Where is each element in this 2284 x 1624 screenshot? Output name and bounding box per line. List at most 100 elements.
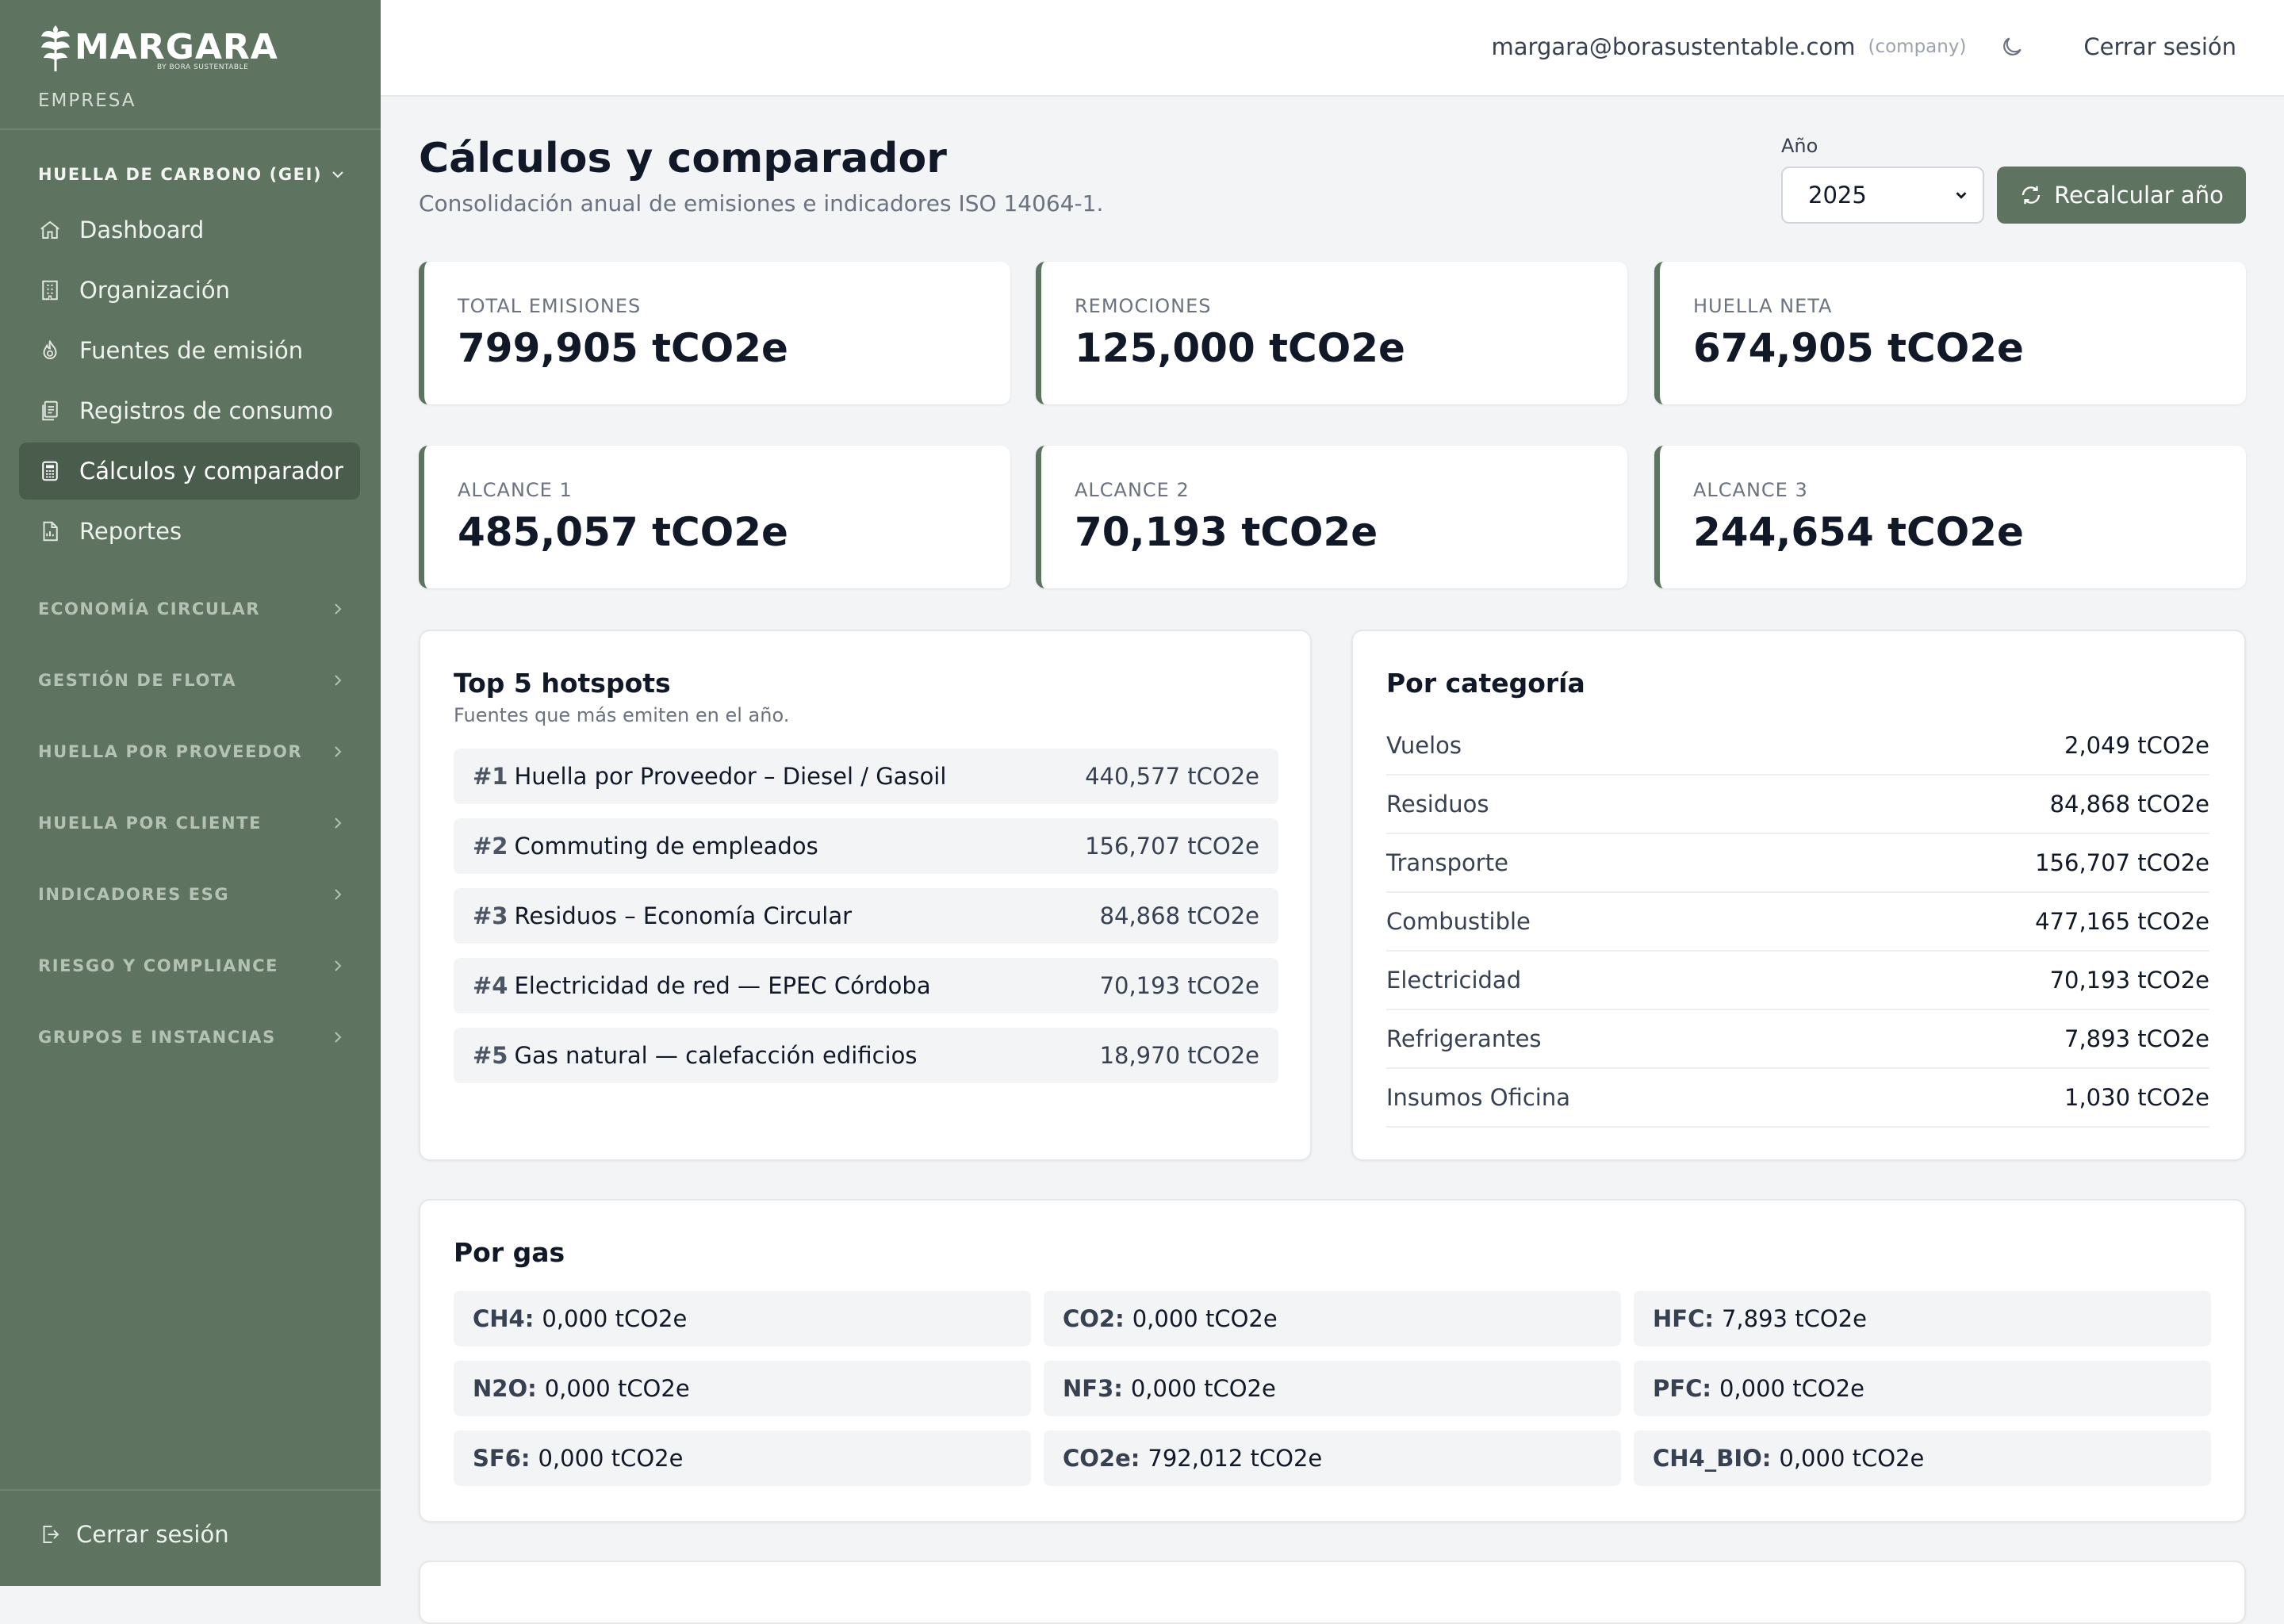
year-select-value: 2025: [1808, 182, 1867, 209]
category-name: Transporte: [1386, 849, 1508, 876]
category-row: Refrigerantes 7,893 tCO2e: [1386, 1010, 2209, 1069]
gas-key: CH4:: [473, 1305, 535, 1332]
hotspot-row: #2 Commuting de empleados 156,707 tCO2e: [454, 818, 1278, 874]
category-value: 1,030 tCO2e: [2064, 1084, 2209, 1111]
gas-cell: CO2e: 792,012 tCO2e: [1044, 1431, 1621, 1486]
section-label: HUELLA DE CARBONO (GEI): [38, 165, 323, 184]
section-label: INDICADORES ESG: [38, 885, 230, 904]
stat-value: 125,000 tCO2e: [1075, 325, 1405, 371]
moon-icon[interactable]: [1999, 34, 2025, 59]
hotspot-value: 156,707 tCO2e: [1085, 833, 1259, 860]
receipt-icon: [42, 400, 58, 421]
gas-key: NF3:: [1063, 1375, 1123, 1402]
gas-key: PFC:: [1653, 1375, 1711, 1402]
hotspot-rank: #1: [473, 763, 508, 790]
gas-cell: CO2: 0,000 tCO2e: [1044, 1291, 1621, 1346]
next-panel: [419, 1561, 2246, 1624]
stat-value: 799,905 tCO2e: [458, 325, 788, 371]
hotspot-name: Huella por Proveedor – Diesel / Gasoil: [514, 763, 947, 790]
hotspot-name: Electricidad de red — EPEC Córdoba: [514, 972, 931, 999]
logout-icon: [43, 1526, 59, 1543]
section-indicadores-esg[interactable]: INDICADORES ESG: [38, 885, 347, 904]
page-title: Cálculos y comparador: [419, 135, 947, 182]
category-name: Combustible: [1386, 908, 1531, 935]
sidebar-item-registros[interactable]: Registros de consumo: [19, 382, 360, 439]
hotspot-row: #1 Huella por Proveedor – Diesel / Gasoil…: [454, 749, 1278, 804]
hotspot-rank: #5: [473, 1042, 508, 1069]
sidebar-logout-label: Cerrar sesión: [76, 1521, 229, 1548]
stat-label: ALCANCE 1: [458, 479, 573, 501]
sidebar-logout-button[interactable]: Cerrar sesión: [38, 1521, 229, 1548]
sidebar-item-reportes[interactable]: Reportes: [19, 503, 360, 560]
hotspot-name: Commuting de empleados: [514, 833, 818, 860]
category-name: Insumos Oficina: [1386, 1084, 1570, 1111]
hotspot-rank: #4: [473, 972, 508, 999]
gas-value: 792,012 tCO2e: [1148, 1445, 1323, 1472]
sidebar-item-dashboard[interactable]: Dashboard: [19, 201, 360, 259]
hotspots-title: Top 5 hotspots: [454, 668, 671, 699]
category-value: 70,193 tCO2e: [2049, 967, 2209, 994]
gas-value: 0,000 tCO2e: [1132, 1305, 1278, 1332]
chevron-right-icon: [335, 675, 342, 686]
category-value: 7,893 tCO2e: [2064, 1025, 2209, 1052]
section-label: GRUPOS E INSTANCIAS: [38, 1028, 276, 1047]
year-label: Año: [1781, 135, 1818, 157]
stat-value: 485,057 tCO2e: [458, 509, 788, 555]
gas-value: 7,893 tCO2e: [1721, 1305, 1867, 1332]
hotspot-name: Gas natural — calefacción edificios: [514, 1042, 918, 1069]
topbar: margara@borasustentable.com (company) Ce…: [381, 0, 2284, 97]
category-row: Insumos Oficina 1,030 tCO2e: [1386, 1069, 2209, 1128]
category-value: 477,165 tCO2e: [2035, 908, 2209, 935]
hotspot-value: 70,193 tCO2e: [1099, 972, 1259, 999]
gas-cell: CH4_BIO: 0,000 tCO2e: [1634, 1431, 2211, 1486]
category-row: Transporte 156,707 tCO2e: [1386, 834, 2209, 893]
section-grupos-instancias[interactable]: GRUPOS E INSTANCIAS: [38, 1028, 347, 1047]
chevron-right-icon: [335, 746, 342, 757]
gas-cell: N2O: 0,000 tCO2e: [454, 1361, 1031, 1416]
sidebar-item-fuentes[interactable]: Fuentes de emisión: [19, 322, 360, 379]
stat-card-huella-neta: HUELLA NETA 674,905 tCO2e: [1654, 262, 2246, 404]
section-gestion-flota[interactable]: GESTIÓN DE FLOTA: [38, 671, 347, 690]
sidebar-item-organizacion[interactable]: Organización: [19, 262, 360, 319]
hotspot-value: 18,970 tCO2e: [1099, 1042, 1259, 1069]
hotspot-value: 84,868 tCO2e: [1099, 902, 1259, 929]
building-icon: [42, 280, 58, 301]
hotspot-row: #4 Electricidad de red — EPEC Córdoba 70,…: [454, 958, 1278, 1013]
category-value: 2,049 tCO2e: [2064, 732, 2209, 759]
gases-title: Por gas: [454, 1237, 565, 1268]
categories-panel: Por categoría Vuelos 2,049 tCO2e Residuo…: [1351, 630, 2246, 1161]
hotspot-value: 440,577 tCO2e: [1085, 763, 1259, 790]
category-row: Electricidad 70,193 tCO2e: [1386, 952, 2209, 1010]
sidebar-item-label: Registros de consumo: [79, 397, 334, 424]
section-huella-proveedor[interactable]: HUELLA POR PROVEEDOR: [38, 742, 347, 761]
stat-card-alcance-3: ALCANCE 3 244,654 tCO2e: [1654, 446, 2246, 588]
hotspot-row: #3 Residuos – Economía Circular 84,868 tC…: [454, 888, 1278, 944]
gas-cell: HFC: 7,893 tCO2e: [1634, 1291, 2211, 1346]
stat-value: 70,193 tCO2e: [1075, 509, 1378, 555]
brand: MARGARA BY BORA SUSTENTABLE EMPRESA: [38, 22, 278, 111]
sidebar-item-calculos[interactable]: Cálculos y comparador: [19, 442, 360, 500]
stat-value: 244,654 tCO2e: [1693, 509, 2024, 555]
gas-cell: PFC: 0,000 tCO2e: [1634, 1361, 2211, 1416]
brand-subtitle: EMPRESA: [38, 90, 136, 111]
section-huella-carbono[interactable]: HUELLA DE CARBONO (GEI): [38, 165, 347, 184]
section-huella-cliente[interactable]: HUELLA POR CLIENTE: [38, 814, 347, 833]
section-label: RIESGO Y COMPLIANCE: [38, 956, 279, 975]
sidebar-item-label: Organización: [79, 277, 230, 304]
section-riesgo-compliance[interactable]: RIESGO Y COMPLIANCE: [38, 956, 347, 975]
category-name: Refrigerantes: [1386, 1025, 1542, 1052]
stat-label: HUELLA NETA: [1693, 295, 1833, 317]
page-subtitle: Consolidación anual de emisiones e indic…: [419, 190, 1104, 216]
chevron-down-icon: [332, 171, 343, 178]
chevron-down-icon: [1956, 192, 1967, 199]
category-value: 84,868 tCO2e: [2049, 791, 2209, 818]
topbar-logout-button[interactable]: Cerrar sesión: [2083, 33, 2236, 60]
recalculate-year-button[interactable]: Recalcular año: [1997, 167, 2246, 224]
sidebar-item-label: Reportes: [79, 518, 182, 545]
calculator-icon: [42, 461, 58, 481]
section-economia-circular[interactable]: ECONOMÍA CIRCULAR: [38, 599, 347, 619]
year-select[interactable]: 2025: [1781, 167, 1984, 224]
category-row: Combustible 477,165 tCO2e: [1386, 893, 2209, 952]
gas-value: 0,000 tCO2e: [1779, 1445, 1925, 1472]
hotspot-name: Residuos – Economía Circular: [514, 902, 853, 929]
